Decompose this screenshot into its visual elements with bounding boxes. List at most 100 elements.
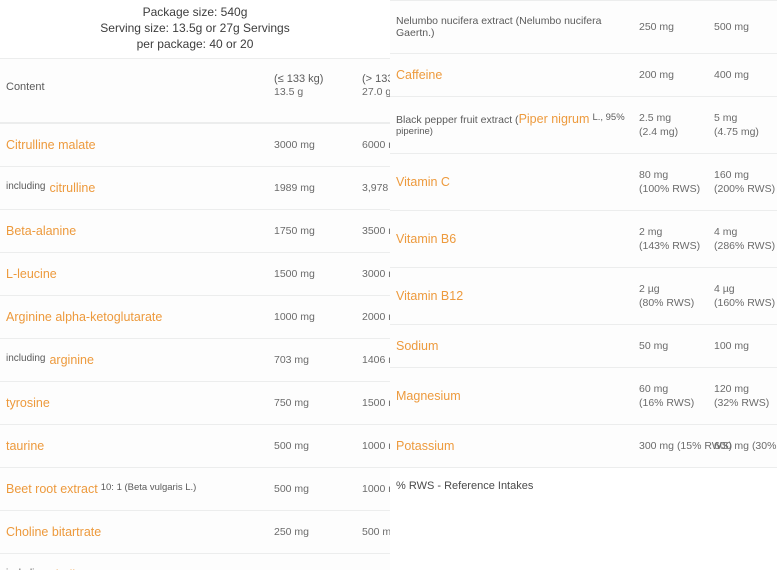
ingredient-name: Caffeine <box>396 68 443 82</box>
ingredient-dose-low: 200 mg <box>633 53 708 97</box>
header-dose-1-bottom: 13.5 g <box>274 86 304 98</box>
right-ingredients-table: Nelumbo nucifera extract (Nelumbo nucife… <box>390 0 777 468</box>
ingredient-dose-low: 50 mg <box>633 324 708 368</box>
ingredient-dose-low: 300 mg (15% RWS) <box>633 424 732 468</box>
ingredient-name: Vitamin C <box>396 175 450 189</box>
table-row: Vitamin B12 2 µg (80% RWS) 4 µg (160% RWS) <box>390 267 777 325</box>
ingredient-dose-low: 1000 mg <box>268 295 356 339</box>
ingredient-name: Vitamin B6 <box>396 232 457 246</box>
ingredient-dose-low: 500 mg <box>268 467 356 511</box>
ingredient-dose-high: 5 mg (4.75 mg) <box>708 96 777 154</box>
ingredient-dose-low: 3000 mg <box>268 123 356 167</box>
ingredient-dose-high: 160 mg (200% RWS) <box>708 153 777 211</box>
ingredient-dose-high: 1000 mg <box>356 424 390 468</box>
ingredient-dose-high: 100 mg <box>708 324 777 368</box>
left-ingredients-panel: Package size: 540g Serving size: 13.5g o… <box>0 0 390 570</box>
ingredient-name-cell: Caffeine <box>390 53 633 97</box>
ingredient-name-cell: Beta-alanine <box>0 209 268 253</box>
ingredient-name-cell: Potassium <box>390 424 633 468</box>
ingredient-name-cell: Beet root extract 10: 1 (Beta vulgaris L.… <box>0 467 268 511</box>
ingredient-dose-high: 500 mg <box>708 0 777 54</box>
ingredient-name-cell: Sodium <box>390 324 633 368</box>
ingredient-dose-low-rws: (80% RWS) <box>639 297 695 309</box>
ingredient-prefix-label: including <box>6 353 46 364</box>
ingredient-name-cell: Vitamin B6 <box>390 210 633 268</box>
ingredient-name: Choline bitartrate <box>6 525 102 539</box>
ingredient-dose-high-rws: (32% RWS) <box>714 397 770 409</box>
ingredient-dose-low: 2 µg (80% RWS) <box>633 267 708 325</box>
ingredient-dose-low: 703 mg <box>268 338 356 382</box>
ingredient-dose-high: 1500 mg <box>356 381 390 425</box>
serving-size-line: Serving size: 13.5g or 27g Servings <box>100 21 290 35</box>
ingredient-dose-high-rws: (200% RWS) <box>714 183 776 195</box>
table-row: Potassium 300 mg (15% RWS)600 mg (30% RWS… <box>390 424 777 468</box>
ingredient-dose-high: 205 mg <box>356 553 390 570</box>
ingredient-dose-low: 80 mg (100% RWS) <box>633 153 708 211</box>
ingredient-name: Beet root extract <box>6 482 98 496</box>
content-header-cell: Content <box>0 58 268 123</box>
ingredient-dose-high: 3500 mg <box>356 209 390 253</box>
ingredient-name-prefix: Black pepper fruit extract ( <box>396 114 519 126</box>
ingredient-prefix-label: including <box>6 568 45 570</box>
ingredient-dose-high: 1406 mg <box>356 338 390 382</box>
ingredient-dose-low-rws: (16% RWS) <box>639 397 695 409</box>
rws-footnote: % RWS - Reference Intakes <box>390 468 777 492</box>
package-size-line: Package size: 540g <box>142 5 248 19</box>
ingredient-dose-high: 500 mg <box>356 510 390 554</box>
ingredient-name: citrulline <box>49 181 96 195</box>
ingredient-dose-low: 1500 mg <box>268 252 356 296</box>
ingredient-dose-low: 750 mg <box>268 381 356 425</box>
ingredient-dose-low-rws: (143% RWS) <box>639 240 701 252</box>
ingredient-name: Potassium <box>396 439 455 453</box>
ingredient-dose-low: 60 mg (16% RWS) <box>633 367 708 425</box>
left-ingredients-table: Content (≤ 133 kg) 13.5 g (> 133 k 27.0 … <box>0 58 390 123</box>
package-info-block: Package size: 540g Serving size: 13.5g o… <box>0 0 390 58</box>
header-dose-col-2: (> 133 k 27.0 g <box>356 58 390 123</box>
ingredient-name: taurine <box>6 439 45 453</box>
ingredient-name: Vitamin B12 <box>396 289 464 303</box>
table-row: Magnesium 60 mg (16% RWS) 120 mg (32% RWS) <box>390 367 777 425</box>
table-row: Arginine alpha-ketoglutarate 1000 mg 2000 … <box>0 295 390 339</box>
ingredient-dose-low: 2.5 mg (2.4 mg) <box>633 96 708 154</box>
header-dose-2-bottom: 27.0 g <box>362 86 390 98</box>
left-table-body: Content (≤ 133 kg) 13.5 g (> 133 k 27.0 … <box>0 58 390 123</box>
table-row: Caffeine 200 mg 400 mg <box>390 53 777 97</box>
right-rows-body: Nelumbo nucifera extract (Nelumbo nucife… <box>390 0 777 468</box>
ingredient-name-cell: taurine <box>0 424 268 468</box>
ingredient-dose-low: 1750 mg <box>268 209 356 253</box>
ingredient-dose-high-rws: (286% RWS) <box>714 240 776 252</box>
header-dose-1-top: (≤ 133 kg) <box>274 73 324 85</box>
header-dose-col-1: (≤ 133 kg) 13.5 g <box>268 58 356 123</box>
ingredient-name: Piper nigrum <box>518 112 590 126</box>
table-row: Beet root extract 10: 1 (Beta vulgaris L.… <box>0 467 390 511</box>
ingredient-dose-low: 2 mg (143% RWS) <box>633 210 708 268</box>
header-dose-2-top: (> 133 k <box>362 73 390 85</box>
ingredient-name-cell: Arginine alpha-ketoglutarate <box>0 295 268 339</box>
ingredient-dose-low-rws: (2.4 mg) <box>639 126 679 138</box>
ingredient-name-cell: Citrulline malate <box>0 123 268 167</box>
ingredient-name-cell: Magnesium <box>390 367 633 425</box>
ingredient-name: L-leucine <box>6 267 57 281</box>
ingredient-dose-high: 400 mg <box>708 53 777 97</box>
ingredient-dose-low: 1989 mg <box>268 166 356 210</box>
ingredient-name: Magnesium <box>396 389 461 403</box>
table-row: including choline 102.5 mg205 mg <box>0 553 390 570</box>
ingredient-dose-high: 600 mg (30% RWS) <box>708 424 777 468</box>
table-row: Vitamin B6 2 mg (143% RWS) 4 mg (286% RWS) <box>390 210 777 268</box>
ingredient-name-cell: L-leucine <box>0 252 268 296</box>
ingredient-dose-high: 3000 mg <box>356 252 390 296</box>
ingredient-name-cell: including choline <box>0 553 268 570</box>
ingredient-dose-low: 102.5 mg <box>268 553 356 570</box>
ingredient-dose-high-rws: (160% RWS) <box>714 297 776 309</box>
table-row: Nelumbo nucifera extract (Nelumbo nucife… <box>390 0 777 54</box>
ingredient-name: arginine <box>49 353 94 367</box>
ingredient-dose-low-rws: (100% RWS) <box>639 183 701 195</box>
ingredient-name: Citrulline malate <box>6 138 96 152</box>
